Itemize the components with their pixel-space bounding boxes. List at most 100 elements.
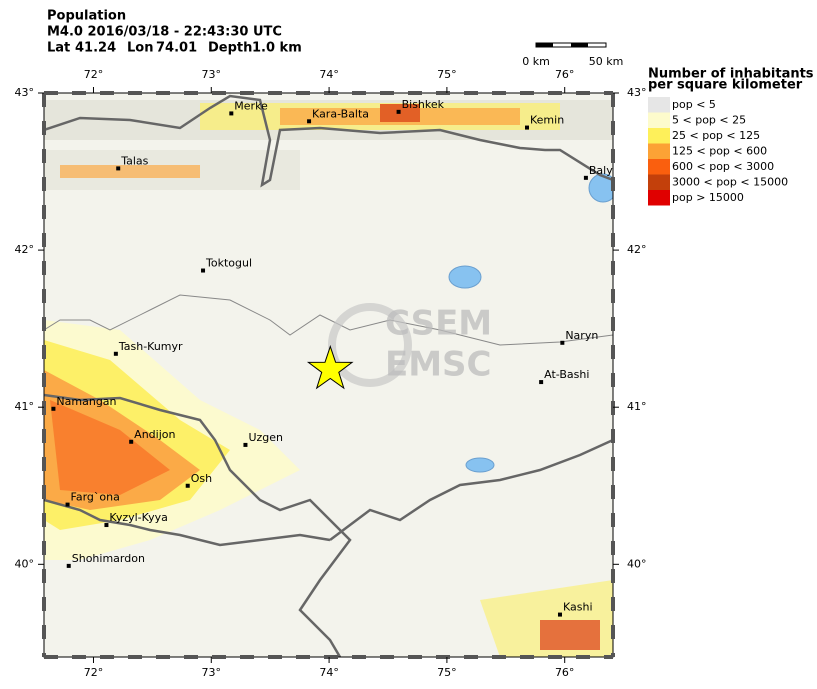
lat-tick-label: 43° bbox=[627, 86, 647, 99]
epicenter-depth-label: Depth bbox=[208, 41, 252, 56]
lon-tick-label: 74° bbox=[319, 666, 339, 679]
epicenter-info: Lat 41.24 Lon 74.01 Depth 1.0 km bbox=[47, 41, 302, 56]
watermark: EMSC bbox=[385, 345, 492, 385]
city-marker bbox=[104, 523, 109, 528]
scale-label: 50 km bbox=[589, 55, 624, 68]
lon-tick-label: 73° bbox=[202, 666, 222, 679]
scale-bar: 0 km 50 km bbox=[522, 42, 624, 68]
city-marker bbox=[66, 563, 71, 568]
lon-tick-label: 75° bbox=[437, 68, 457, 81]
border bbox=[44, 393, 352, 657]
city-marker bbox=[557, 612, 562, 617]
city-marker bbox=[243, 442, 248, 447]
legend-label: 600 < pop < 3000 bbox=[672, 160, 774, 173]
lake bbox=[588, 173, 613, 203]
lake bbox=[465, 457, 495, 473]
legend-title: Number of inhabitants bbox=[648, 67, 814, 82]
cities: Merke Kara-Balta Bishkek Kemin Baly Talas Tokt… bbox=[51, 98, 613, 617]
border bbox=[44, 94, 613, 188]
city-marker bbox=[185, 483, 190, 488]
lon-tick-label: 72° bbox=[84, 68, 104, 81]
legend-swatch bbox=[648, 97, 670, 113]
city-label: Toktogul bbox=[205, 257, 252, 270]
lat-tick-label: 43° bbox=[15, 86, 35, 99]
epicenter-depth: 1.0 km bbox=[252, 41, 302, 56]
legend-label: 5 < pop < 25 bbox=[672, 114, 746, 127]
city-marker bbox=[539, 380, 544, 385]
city-label: Baly bbox=[589, 164, 613, 177]
legend-label: 3000 < pop < 15000 bbox=[672, 176, 788, 189]
city-marker bbox=[229, 111, 234, 116]
city-marker bbox=[307, 119, 312, 124]
city-marker bbox=[201, 268, 206, 273]
city-marker bbox=[583, 175, 588, 180]
city-marker bbox=[129, 439, 134, 444]
city-label: Kashi bbox=[563, 601, 593, 614]
lon-tick-label: 72° bbox=[84, 666, 104, 679]
lake bbox=[448, 265, 482, 289]
legend-swatch bbox=[648, 112, 670, 128]
legend-swatch bbox=[648, 174, 670, 190]
lat-tick-label: 40° bbox=[627, 557, 647, 570]
city-marker bbox=[396, 109, 401, 114]
lon-tick-label: 76° bbox=[555, 68, 575, 81]
legend: Number of inhabitants per square kilomet… bbox=[648, 67, 814, 206]
lat-tick-label: 42° bbox=[15, 243, 35, 256]
map-frame: 72° 72° 73° 73° 74° 74° 75° 75° 76° 76° 43° 43° 42° 4… bbox=[15, 68, 647, 679]
epicenter-lat-label: Lat bbox=[47, 41, 70, 56]
legend-label: pop < 5 bbox=[672, 98, 716, 111]
city-label: Merke bbox=[234, 99, 268, 112]
map-title: Population bbox=[47, 9, 126, 24]
lat-tick-label: 41° bbox=[15, 400, 35, 413]
city-label: Kara-Balta bbox=[312, 107, 369, 120]
watermark-logo bbox=[328, 303, 412, 387]
population-texture bbox=[44, 100, 613, 657]
city-marker bbox=[65, 502, 70, 507]
city-label: Kemin bbox=[530, 114, 564, 127]
epicenter-star bbox=[306, 344, 354, 390]
region-border bbox=[44, 294, 613, 346]
legend-title: per square kilometer bbox=[648, 78, 803, 93]
city-label: Shohimardon bbox=[72, 552, 145, 565]
legend-label: pop > 15000 bbox=[672, 191, 744, 204]
city-label: Farg`ona bbox=[71, 491, 120, 504]
city-label: Talas bbox=[120, 154, 148, 167]
city-marker bbox=[525, 125, 530, 130]
legend-swatch bbox=[648, 190, 670, 206]
legend-swatch bbox=[648, 159, 670, 175]
watermark: CSEM bbox=[385, 304, 492, 344]
lat-tick-label: 41° bbox=[627, 400, 647, 413]
epicenter bbox=[306, 344, 354, 390]
legend-swatch bbox=[648, 143, 670, 159]
city-label: Andijon bbox=[134, 428, 175, 441]
city-marker bbox=[113, 351, 118, 356]
lon-tick-label: 73° bbox=[202, 68, 222, 81]
city-label: Tash-Kumyr bbox=[118, 340, 183, 353]
lon-tick-label: 75° bbox=[437, 666, 457, 679]
city-label: Namangan bbox=[56, 395, 116, 408]
city-label: Osh bbox=[191, 472, 212, 485]
lat-tick-label: 40° bbox=[15, 557, 35, 570]
city-marker bbox=[51, 406, 56, 411]
city-label: Kyzyl-Kyya bbox=[109, 511, 167, 524]
city-marker bbox=[116, 166, 121, 171]
city-label: At-Bashi bbox=[544, 368, 589, 381]
legend-label: 125 < pop < 600 bbox=[672, 145, 767, 158]
legend-swatch bbox=[648, 128, 670, 144]
lat-tick-label: 42° bbox=[627, 243, 647, 256]
city-label: Naryn bbox=[565, 329, 598, 342]
legend-label: 25 < pop < 125 bbox=[672, 129, 760, 142]
epicenter-lon-label: Lon bbox=[127, 41, 153, 56]
city-marker bbox=[560, 340, 565, 345]
city-label: Uzgen bbox=[248, 431, 283, 444]
epicenter-lat: 41.24 bbox=[75, 41, 116, 56]
scale-label: 0 km bbox=[522, 55, 550, 68]
event-info: M4.0 2016/03/18 - 22:43:30 UTC bbox=[47, 25, 282, 40]
lon-tick-label: 74° bbox=[319, 68, 339, 81]
map-area: CSEM EMSC Merke Kara-Balta Bishkek Kemin Bal… bbox=[44, 93, 613, 657]
epicenter-lon: 74.01 bbox=[156, 41, 197, 56]
city-label: Bishkek bbox=[402, 98, 445, 111]
lon-tick-label: 76° bbox=[555, 666, 575, 679]
border bbox=[329, 438, 613, 541]
